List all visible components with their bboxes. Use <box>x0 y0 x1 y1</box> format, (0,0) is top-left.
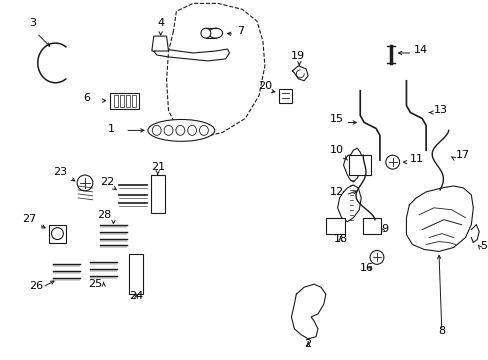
Ellipse shape <box>201 28 210 38</box>
FancyBboxPatch shape <box>349 155 370 175</box>
Ellipse shape <box>147 120 214 141</box>
Text: 5: 5 <box>479 242 486 251</box>
FancyBboxPatch shape <box>129 255 142 294</box>
Text: 18: 18 <box>333 234 347 243</box>
Ellipse shape <box>164 125 173 135</box>
Text: 1: 1 <box>107 124 114 134</box>
FancyBboxPatch shape <box>150 175 164 213</box>
FancyBboxPatch shape <box>132 95 136 107</box>
Text: 16: 16 <box>359 263 373 273</box>
FancyBboxPatch shape <box>126 95 130 107</box>
Text: 12: 12 <box>329 187 343 197</box>
Circle shape <box>51 228 63 239</box>
FancyBboxPatch shape <box>363 218 380 234</box>
FancyBboxPatch shape <box>114 95 118 107</box>
Ellipse shape <box>187 125 196 135</box>
Text: 26: 26 <box>29 281 43 291</box>
Text: 17: 17 <box>455 150 469 160</box>
Text: 9: 9 <box>380 224 387 234</box>
Text: 19: 19 <box>291 51 305 61</box>
FancyBboxPatch shape <box>120 95 124 107</box>
Polygon shape <box>151 36 168 51</box>
Text: 28: 28 <box>97 210 112 220</box>
FancyBboxPatch shape <box>325 218 345 234</box>
FancyBboxPatch shape <box>109 93 139 109</box>
Text: 7: 7 <box>237 26 244 36</box>
Ellipse shape <box>176 125 184 135</box>
Text: 22: 22 <box>100 177 114 187</box>
Ellipse shape <box>199 125 208 135</box>
Text: 23: 23 <box>53 167 67 177</box>
Text: 25: 25 <box>87 279 102 289</box>
Text: 2: 2 <box>304 339 311 349</box>
Text: 11: 11 <box>408 154 423 164</box>
Circle shape <box>77 175 93 191</box>
Ellipse shape <box>208 28 222 38</box>
Text: 24: 24 <box>129 291 143 301</box>
Text: 6: 6 <box>82 93 90 103</box>
Text: 20: 20 <box>257 81 271 91</box>
Text: 21: 21 <box>150 162 164 172</box>
FancyBboxPatch shape <box>278 89 292 103</box>
Text: 13: 13 <box>433 104 447 114</box>
Circle shape <box>385 155 399 169</box>
Circle shape <box>369 251 383 264</box>
Text: 8: 8 <box>437 326 445 336</box>
Ellipse shape <box>152 125 161 135</box>
Text: 27: 27 <box>22 214 36 224</box>
Text: 14: 14 <box>413 45 427 55</box>
Text: 3: 3 <box>29 18 36 28</box>
FancyBboxPatch shape <box>48 225 66 243</box>
Text: 15: 15 <box>329 114 343 125</box>
Text: 4: 4 <box>157 18 164 28</box>
Text: 10: 10 <box>329 145 343 155</box>
